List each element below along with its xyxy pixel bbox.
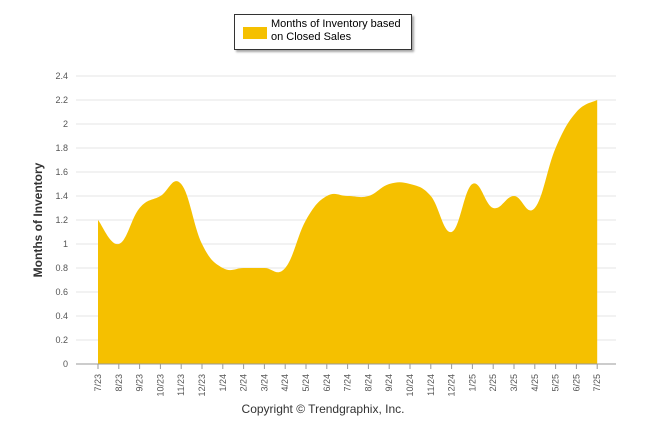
data-point (429, 195, 432, 198)
x-tick-label: 4/25 (530, 374, 540, 392)
y-tick-label: 0.2 (55, 335, 68, 345)
copyright-text: Copyright © Trendgraphix, Inc. (241, 402, 405, 416)
data-point (138, 207, 141, 210)
data-point (409, 183, 412, 186)
data-point (97, 219, 100, 222)
data-point (492, 207, 495, 210)
legend-label: Months of Inventory based on Closed Sale… (271, 18, 401, 43)
data-point (596, 99, 599, 102)
x-tick-label: 1/25 (467, 374, 477, 392)
data-point (221, 267, 224, 270)
area-series (98, 100, 598, 364)
y-tick-label: 1.2 (55, 215, 68, 225)
data-point (284, 267, 287, 270)
x-tick-label: 9/24 (384, 374, 394, 392)
x-tick-label: 10/23 (155, 374, 165, 397)
x-tick-label: 12/23 (197, 374, 207, 397)
data-point (201, 243, 204, 246)
y-tick-label: 1.4 (55, 191, 68, 201)
data-point (450, 231, 453, 234)
data-point (263, 267, 266, 270)
data-point (180, 183, 183, 186)
y-tick-label: 2.2 (55, 95, 68, 105)
x-tick-label: 3/24 (259, 374, 269, 392)
y-axis-title: Months of Inventory (31, 162, 45, 277)
x-tick-label: 5/24 (301, 374, 311, 392)
x-tick-label: 8/23 (114, 374, 124, 392)
x-tick-label: 7/23 (93, 374, 103, 392)
x-tick-label: 4/24 (280, 374, 290, 392)
x-tick-label: 11/23 (176, 374, 186, 396)
data-point (159, 195, 162, 198)
data-point (346, 195, 349, 198)
x-tick-label: 6/24 (322, 374, 332, 392)
x-tick-label: 2/25 (488, 374, 498, 392)
y-tick-label: 1.8 (55, 143, 68, 153)
data-point (513, 195, 516, 198)
x-tick-label: 6/25 (571, 374, 581, 392)
data-point (367, 195, 370, 198)
data-point (533, 207, 536, 210)
data-point (388, 183, 391, 186)
y-tick-label: 0.6 (55, 287, 68, 297)
data-point (575, 111, 578, 114)
x-tick-label: 3/25 (509, 374, 519, 392)
y-tick-label: 2.4 (55, 71, 68, 81)
x-tick-label: 12/24 (447, 374, 457, 397)
data-point (554, 147, 557, 150)
x-tick-label: 9/23 (135, 374, 145, 392)
y-tick-label: 1 (63, 239, 68, 249)
x-tick-label: 7/25 (592, 374, 602, 392)
data-point (242, 267, 245, 270)
y-tick-label: 0.4 (55, 311, 68, 321)
data-point (117, 243, 120, 246)
legend-swatch (243, 27, 267, 39)
y-tick-label: 2 (63, 119, 68, 129)
x-tick-label: 5/25 (551, 374, 561, 392)
y-tick-label: 1.6 (55, 167, 68, 177)
x-tick-label: 10/24 (405, 374, 415, 397)
x-tick-label: 7/24 (343, 374, 353, 392)
y-tick-label: 0 (63, 359, 68, 369)
y-tick-label: 0.8 (55, 263, 68, 273)
data-point (325, 195, 328, 198)
legend: Months of Inventory based on Closed Sale… (234, 14, 412, 50)
data-point (471, 183, 474, 186)
data-point (305, 219, 308, 222)
x-tick-label: 11/24 (426, 374, 436, 396)
x-tick-label: 2/24 (239, 374, 249, 392)
x-tick-label: 1/24 (218, 374, 228, 392)
x-tick-label: 8/24 (363, 374, 373, 392)
